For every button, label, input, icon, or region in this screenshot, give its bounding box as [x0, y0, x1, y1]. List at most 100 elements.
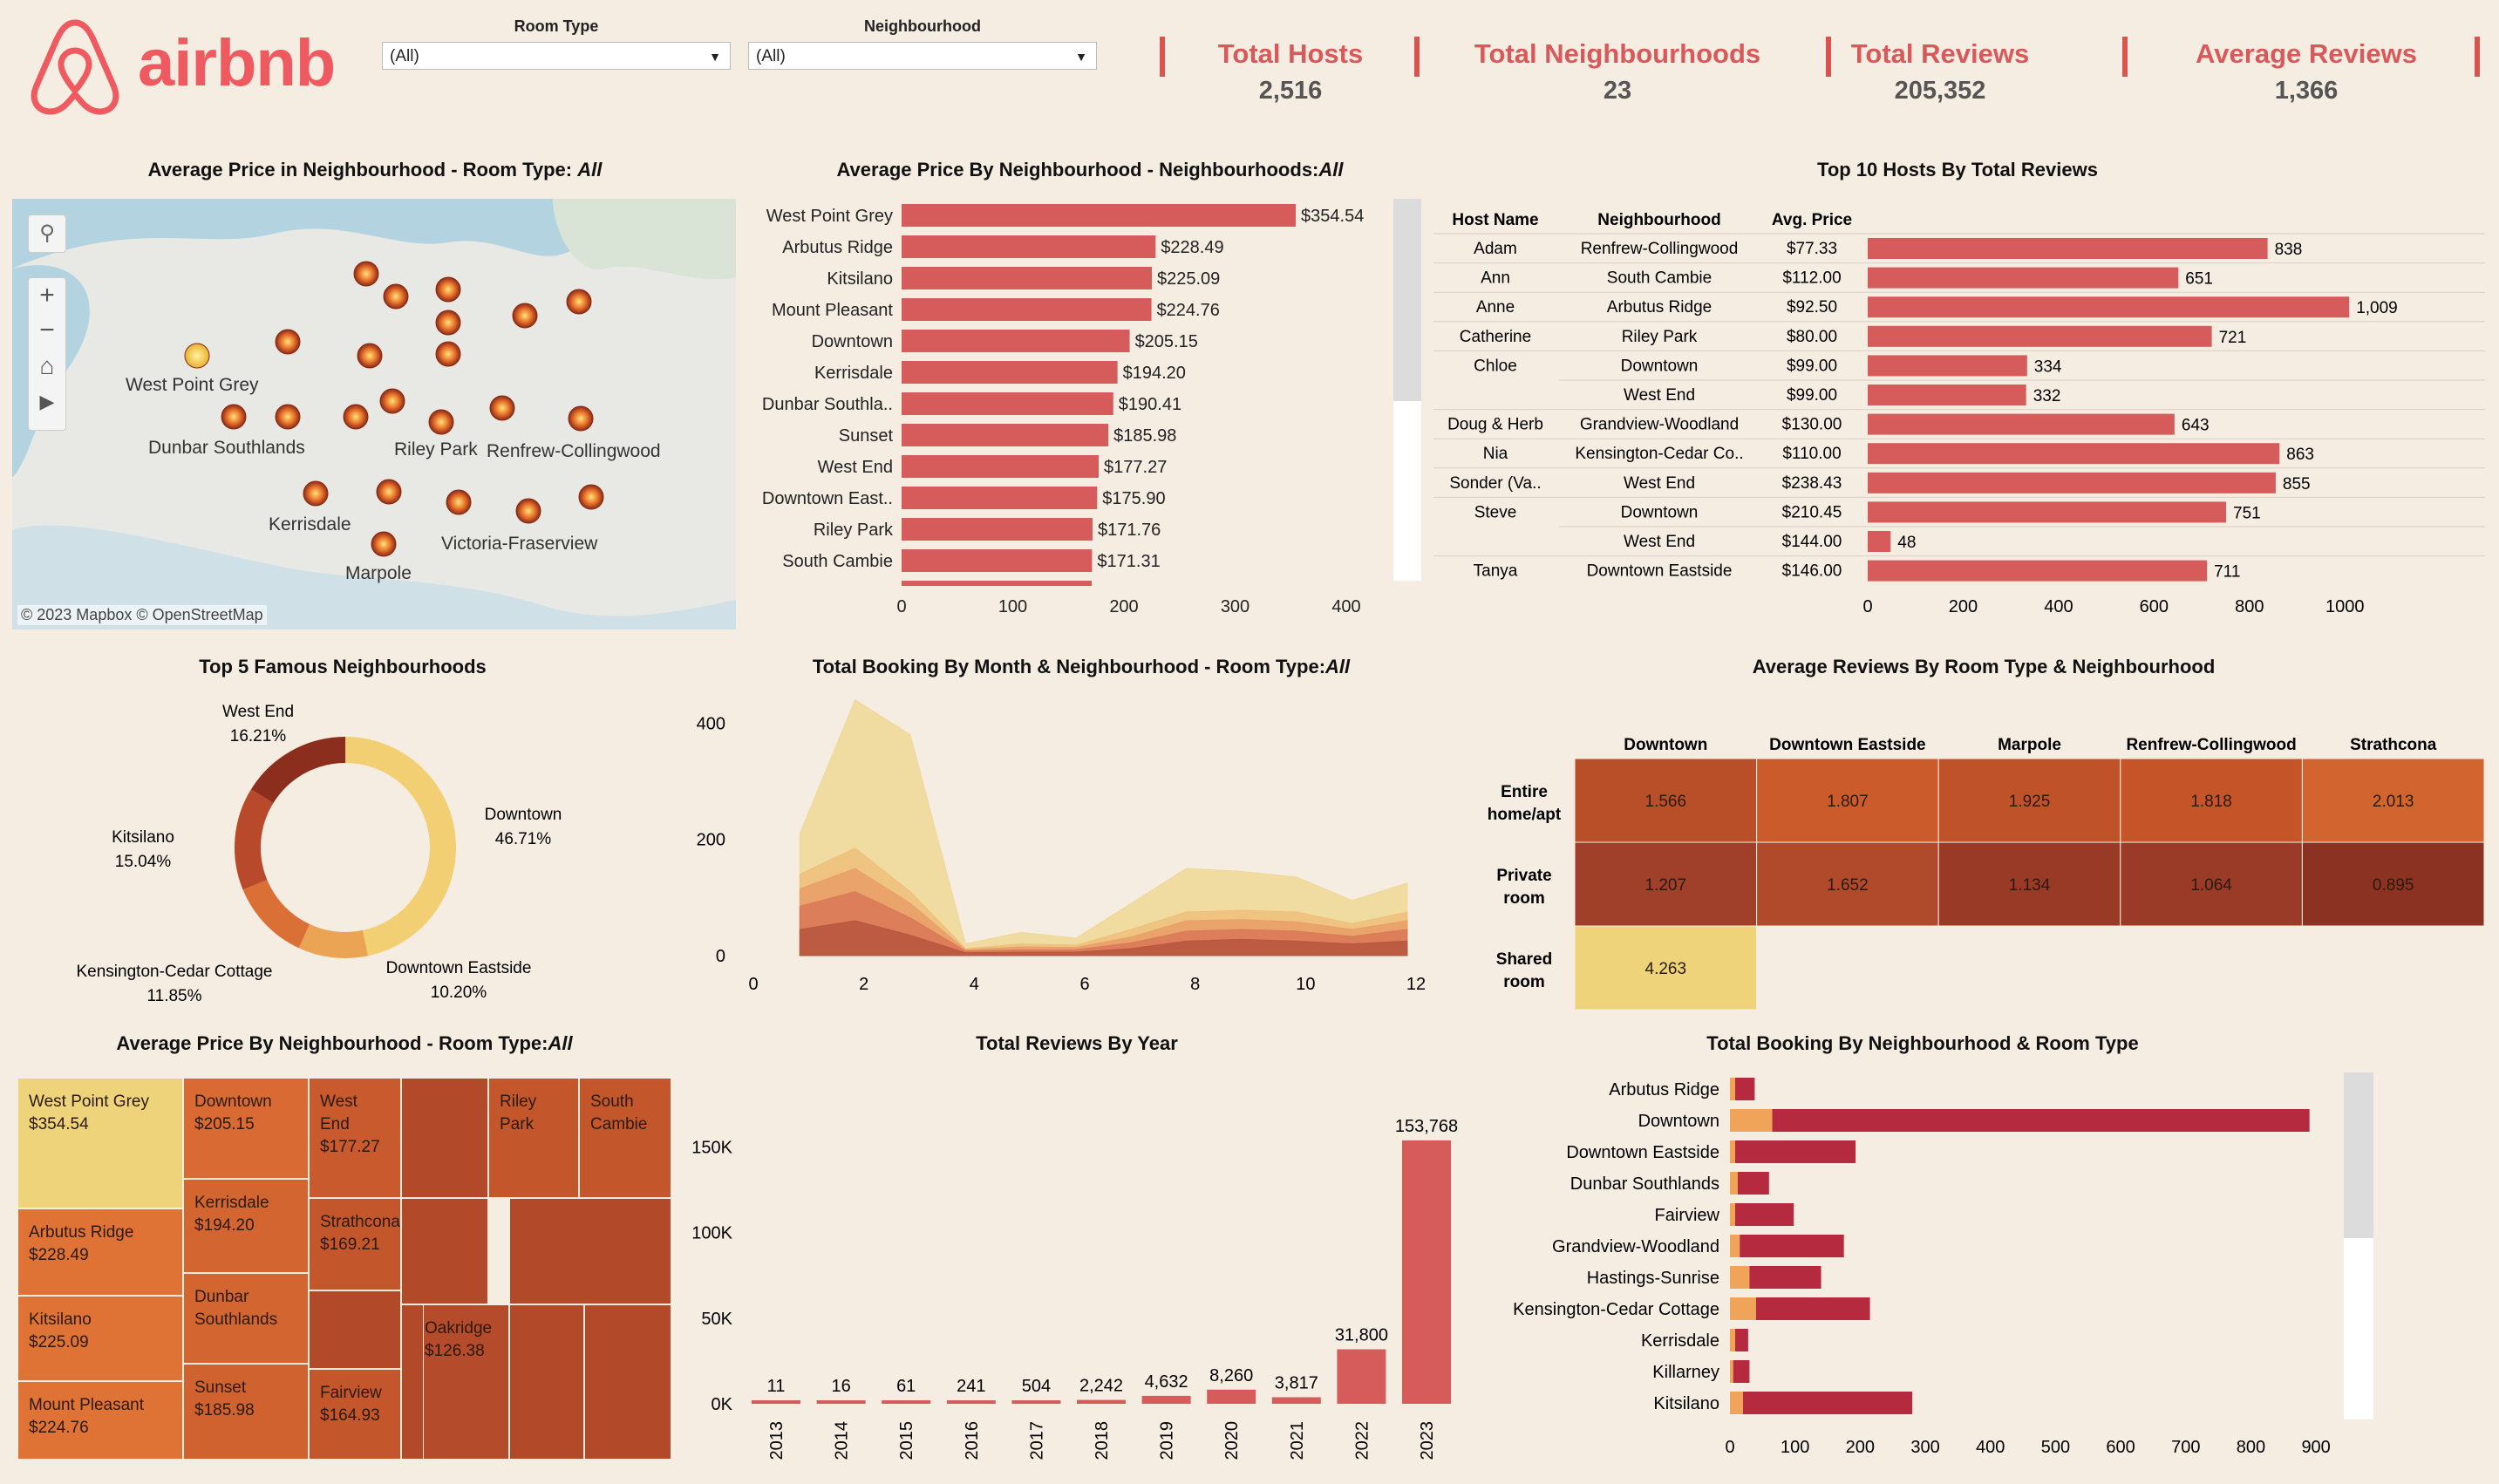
treemap-cell-name: Strathcona [320, 1213, 400, 1231]
bar [1868, 560, 2208, 582]
treemap-cell-value: $194.20 [194, 1216, 255, 1235]
x-tick-label: 12 [1406, 975, 1426, 994]
bar [902, 549, 1093, 572]
slice-name-label: Downtown [485, 806, 562, 824]
reviews-year-title: Total Reviews By Year [976, 1032, 1178, 1054]
map-marker [221, 404, 247, 430]
treemap-cell-name: Kitsilano [29, 1310, 92, 1329]
heatmap-cell [1756, 841, 1939, 927]
treemap-cell-name: Sunset [194, 1378, 247, 1397]
area-series [799, 920, 1408, 956]
bar [1868, 413, 2175, 435]
top-hosts-title: Top 10 Hosts By Total Reviews [1817, 159, 2098, 180]
treemap-cell: Fairview $164.93 [309, 1369, 401, 1460]
heatmap-cell-value: 1.818 [2190, 793, 2232, 811]
bar [1868, 296, 2350, 318]
treemap-cell-name: Downtown [194, 1093, 272, 1111]
x-tick-label: 2015 [897, 1421, 916, 1460]
slice-name-label: West End [222, 703, 294, 721]
map-marker [435, 310, 461, 336]
room-type-select[interactable]: (All) ▼ [382, 42, 731, 70]
treemap-cell-value: $205.15 [194, 1115, 255, 1133]
bar-value-label: $194.20 [1123, 364, 1186, 383]
treemap-cell: Sunset $185.98 [183, 1364, 309, 1460]
heatmap-row-label: Entire [1501, 783, 1548, 801]
avg-price-scrollbar-thumb[interactable] [1393, 199, 1421, 401]
treemap-cell: Downtown $205.15 [183, 1078, 309, 1179]
stacked-bar-segment [1734, 1140, 1856, 1163]
bar [882, 1400, 931, 1404]
bar-category-label: Mount Pleasant [772, 301, 893, 320]
zoom-in-icon[interactable]: + [39, 281, 55, 310]
stacked-bar-segment [1730, 1266, 1750, 1289]
map-marker [568, 405, 594, 432]
x-tick-label: 600 [2106, 1438, 2135, 1457]
stacked-bar-segment [1730, 1235, 1740, 1257]
stacked-bar-segment [1749, 1266, 1821, 1289]
host-neighbourhood: Renfrew-Collingwood [1581, 240, 1739, 258]
bar-value-label: 651 [2185, 270, 2213, 289]
bar-category-label: Hastings-Sunrise [1587, 1269, 1719, 1288]
bar [902, 518, 1093, 541]
stacked-bar-segment [1742, 1392, 1913, 1414]
x-tick-label: 1000 [2325, 597, 2365, 616]
home-icon[interactable]: ⌂ [39, 352, 55, 379]
heatmap-cell-value: 2.013 [2373, 793, 2414, 811]
treemap-cell: West End $177.27 [309, 1078, 401, 1198]
booking-nb-scrollbar-thumb[interactable] [2344, 1072, 2373, 1238]
logo-text: airbnb [138, 26, 336, 100]
stacked-bar-segment [1730, 1329, 1735, 1351]
bar-value-label: 855 [2283, 475, 2311, 494]
bar-value-label: 11 [767, 1377, 786, 1396]
kpi-total-reviews-value: 205,352 [1894, 77, 1986, 105]
host-name: Tanya [1474, 562, 1518, 581]
treemap-cell [401, 1198, 488, 1304]
map-label-renfrew-collingwood: Renfrew-Collingwood [487, 441, 661, 461]
stacked-bar-segment [1730, 1109, 1773, 1132]
bar-value-label: 241 [957, 1377, 985, 1396]
y-tick-label: 150K [691, 1138, 732, 1157]
y-tick-label: 0K [712, 1395, 733, 1414]
stacked-bar-segment [1740, 1235, 1844, 1257]
bar-value-label: $175.90 [1102, 489, 1165, 508]
x-tick-label: 500 [2041, 1438, 2070, 1457]
stacked-bar-segment [1730, 1172, 1738, 1195]
play-icon[interactable]: ▶ [39, 391, 55, 412]
zoom-out-icon[interactable]: − [39, 316, 55, 344]
x-tick-label: 400 [1331, 597, 1360, 616]
kpi-total-neighbourhoods-value: 23 [1603, 77, 1632, 105]
heatmap-row-label: Private [1496, 867, 1551, 885]
x-tick-label: 10 [1296, 975, 1315, 994]
bar [1868, 355, 2027, 377]
bar-category-label: Arbutus Ridge [1609, 1080, 1719, 1099]
map-marker [515, 498, 541, 524]
host-name: Nia [1483, 445, 1508, 463]
x-tick-label: 2013 [767, 1421, 786, 1460]
heatmap-column-header: Downtown Eastside [1769, 736, 1925, 754]
map-zoom-controls [28, 277, 66, 431]
bar-value-label: $177.27 [1104, 458, 1167, 477]
kpi-divider [1826, 37, 1831, 77]
booking-nb-stacked-bar-chart: Arbutus Ridge Downtown Downtown Eastside Du… [1513, 1078, 2331, 1457]
bar [1141, 1395, 1191, 1404]
bar [902, 455, 1100, 478]
treemap-cell [401, 1304, 424, 1460]
top5-title: Top 5 Famous Neighbourhoods [199, 656, 487, 677]
bar-value-label: $225.09 [1157, 269, 1220, 289]
y-tick-label: 400 [697, 714, 725, 733]
heatmap-column-header: Downtown [1624, 736, 1707, 754]
x-tick-label: 100 [998, 597, 1027, 616]
kpi-divider [1414, 37, 1420, 77]
bar-value-label: 31,800 [1335, 1326, 1388, 1345]
bar [1868, 531, 1891, 552]
stacked-bar-segment [1772, 1109, 2310, 1132]
map-search-button[interactable]: ⚲ [28, 214, 66, 253]
reviews-year-bar-chart: 0K 50K 100K 150K 11 2013 16 2014 61 2015 241 2016 50… [691, 1117, 1458, 1460]
neighbourhood-select[interactable]: (All) ▼ [748, 42, 1097, 70]
heatmap-row-label: Shared [1496, 950, 1552, 969]
bar-value-label: $171.31 [1097, 552, 1160, 571]
host-neighbourhood: West End [1624, 533, 1695, 551]
map-panel[interactable]: ⚲ + − ⌂ ▶ West Point Grey Dunbar Southla… [12, 199, 736, 630]
map-marker [379, 388, 405, 414]
host-neighbourhood: West End [1624, 386, 1695, 405]
